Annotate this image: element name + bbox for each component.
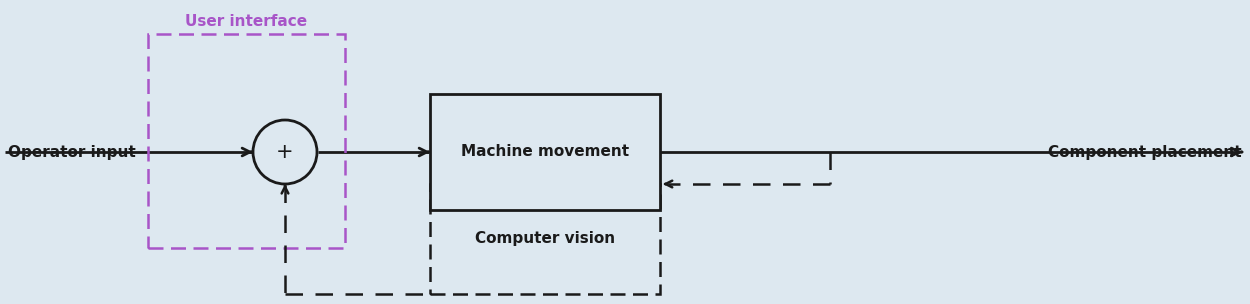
- Bar: [430, 184, 660, 294]
- Text: +: +: [276, 142, 294, 162]
- Text: Component placement: Component placement: [1049, 144, 1242, 160]
- Text: Computer vision: Computer vision: [475, 232, 615, 247]
- Bar: [430, 94, 660, 210]
- Text: Machine movement: Machine movement: [461, 144, 629, 160]
- Bar: [148, 34, 345, 248]
- Text: Operator input: Operator input: [8, 144, 136, 160]
- Text: User interface: User interface: [185, 14, 308, 29]
